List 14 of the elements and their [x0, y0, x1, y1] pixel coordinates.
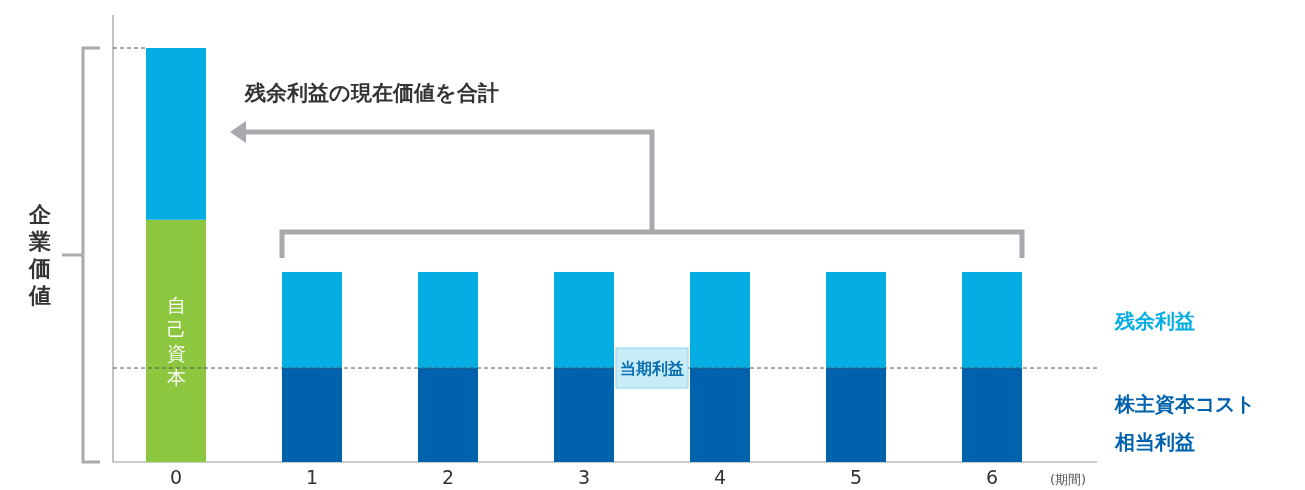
x-tick-label: 2	[441, 466, 455, 488]
annotation: 残余利益の現在価値を合計	[244, 81, 499, 105]
text: 残余利益	[1114, 309, 1195, 333]
y-axis-title: 企業価値	[28, 202, 52, 309]
x-tick-label: 0	[169, 466, 183, 488]
x-tick-label: 5	[849, 466, 863, 488]
text: 株主資本コスト相当利益	[1114, 392, 1255, 455]
series-label: 自己資本	[166, 293, 186, 388]
x-tick-label: 6	[985, 466, 999, 488]
ref-line-label: 当期利益	[620, 359, 684, 379]
x-tick-label: 1	[305, 466, 319, 488]
x-tick-label: 3	[577, 466, 591, 488]
x-tick-label: 4	[713, 466, 727, 488]
x-axis-title: (期間)	[1050, 472, 1087, 487]
